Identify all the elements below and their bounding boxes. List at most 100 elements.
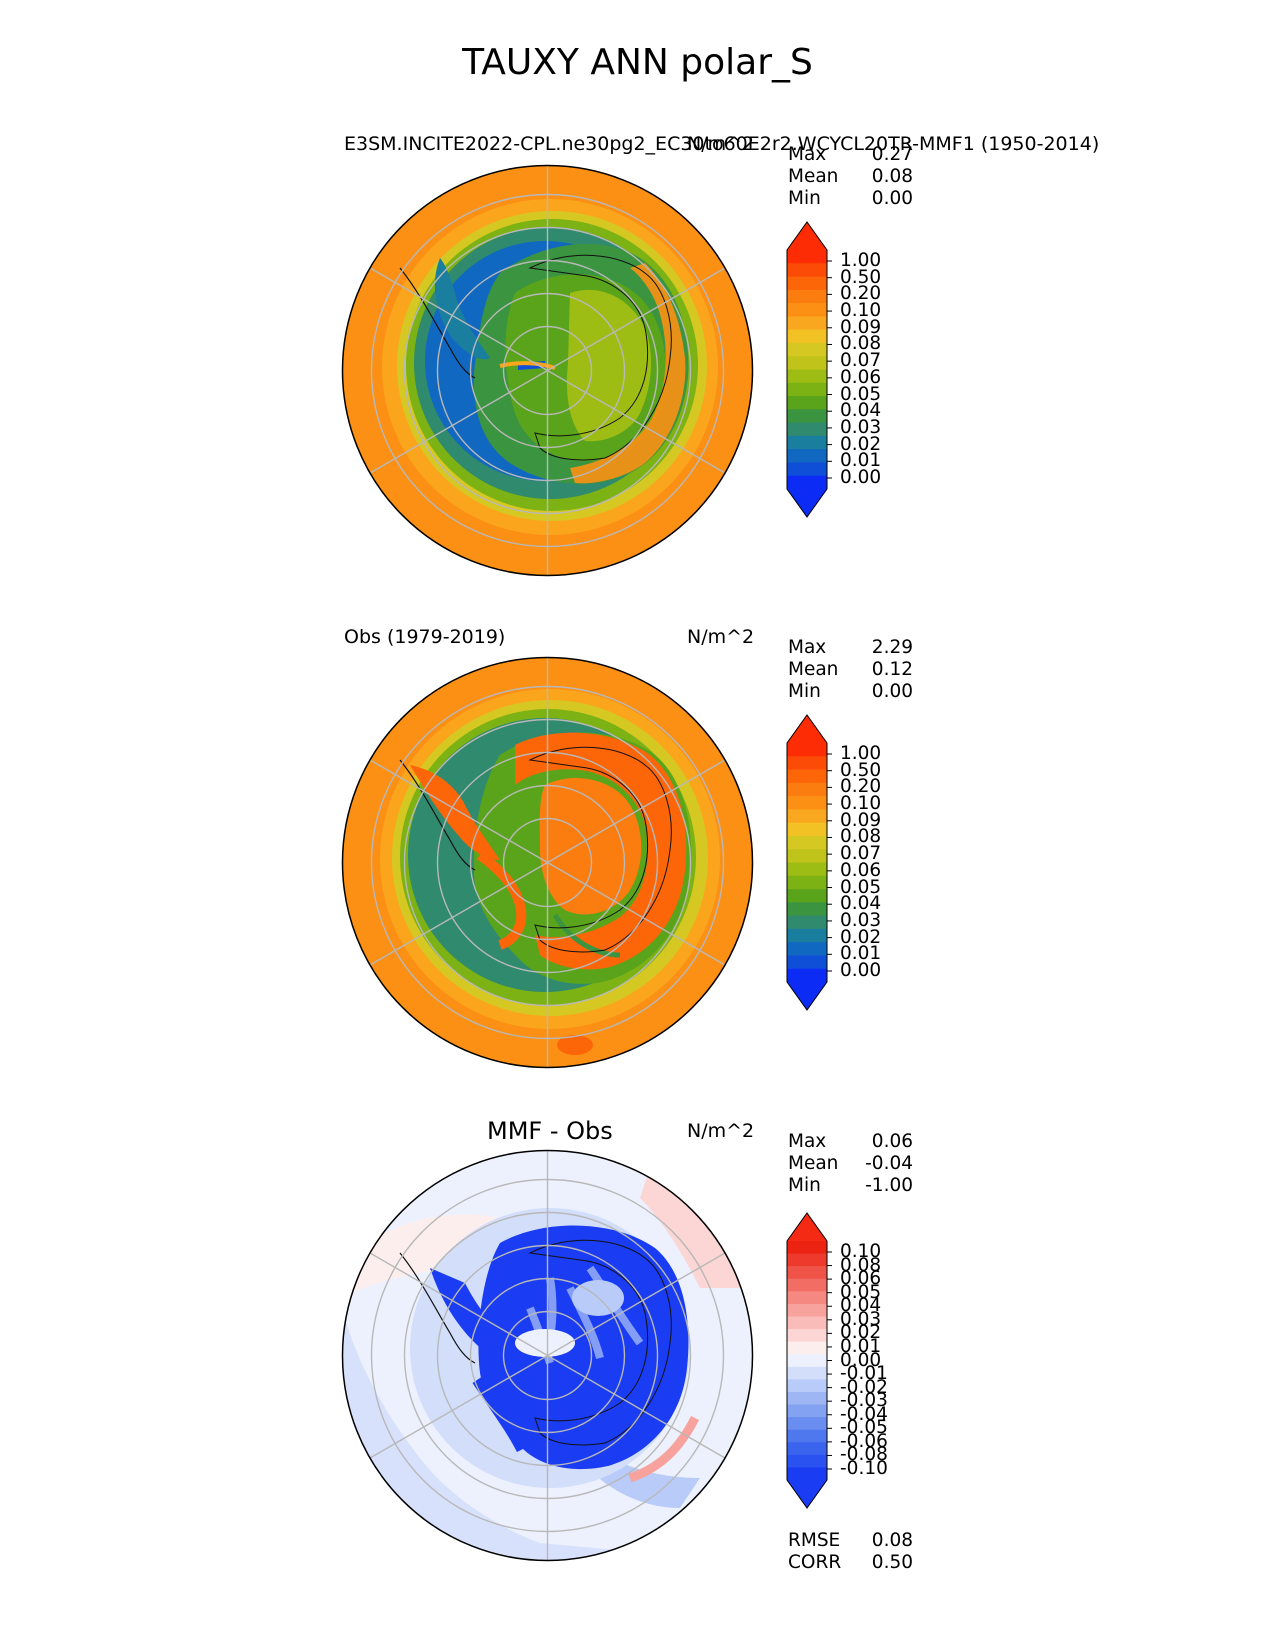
coastline [528,1239,672,1446]
graticule [369,657,726,1068]
colorbar-band [787,822,827,837]
colorbar-tick-label: 0.08 [840,333,882,355]
coastline [528,746,672,953]
panel-test-colorbar [786,221,832,518]
colorbar-tick-label: -0.03 [840,1390,888,1412]
colorbar-band [787,889,827,903]
stat-label: Max [788,144,827,165]
panel-test-title: E3SM.INCITE2022-CPL.ne30pg2_EC30to60E2r2… [344,133,1100,155]
colorbar-band [787,1454,827,1469]
stat-label: Mean [788,1153,839,1174]
colorbar-extend-low [787,489,827,517]
stat-value: 2.29 [871,637,913,658]
colorbar-extend-low [787,982,827,1010]
colorbar-tick-label: 0.00 [840,960,882,981]
stat-label: Mean [788,166,839,187]
colorbar-band [787,289,827,304]
colorbar-band [787,862,827,877]
colorbar-band [787,955,827,970]
colorbar-band [787,1354,827,1368]
stat-value: 0.06 [871,1131,913,1152]
colorbar-tick-label: 0.04 [840,400,882,422]
colorbar-band [787,316,827,331]
colorbar-band [787,1417,827,1431]
panel-ref-title: Obs (1979-2019) [344,626,506,648]
panel-test-stats: Max 0.27 Mean 0.08 Min 0.00 [788,144,913,210]
colorbar-tick-label: 0.03 [840,1308,882,1330]
coastline [399,1252,476,1364]
anomaly-patch [476,851,527,950]
colorbar-tick-label: 0.10 [840,793,882,815]
colorbar-tick-label: -0.05 [840,1417,888,1439]
stat-label: Max [788,1131,827,1152]
contour-band [342,1298,753,1561]
peninsula-band [430,1268,515,1360]
colorbar-band [787,329,827,344]
panel-ref-colorbar-ticks: 1.00 0.50 0.20 0.10 0.09 0.08 0.07 0.06 0.05 0.04… [840,0,900,1650]
anomaly-patch [472,1373,534,1453]
graticule [369,1150,726,1561]
colorbar-extend-low [787,1480,827,1508]
colorbar-outline [786,1212,828,1509]
colorbar-band [787,1241,827,1255]
colorbar-tick-label: 0.01 [840,450,882,472]
colorbar-tick-label: 1.00 [840,250,882,271]
coastline [528,254,672,461]
anomaly-patch [628,1415,700,1483]
colorbar-band [787,475,827,490]
map-boundary [341,656,754,1069]
colorbar-tick-label: 0.01 [840,943,882,965]
colorbar-tick-label: 0.10 [840,300,882,322]
stat-value: 0.50 [871,1552,913,1573]
colorbar-band [787,1316,827,1330]
colorbar-tick-label: 0.09 [840,316,882,338]
antarctica-region [478,1225,689,1470]
stat-label: Min [788,681,821,702]
colorbar-band [787,263,827,278]
colorbar-tick-label: -0.08 [840,1444,888,1466]
colorbar-tick-label: 0.10 [840,1241,882,1262]
colorbar-extend-high [787,1213,827,1241]
colorbar-tick-label: 0.08 [840,1254,882,1276]
colorbar-band [787,849,827,864]
colorbar-tick-label: 0.07 [840,350,882,372]
colorbar-band [787,875,827,890]
colorbar-tick-label: 0.05 [840,383,882,405]
figure-title: TAUXY ANN polar_S [462,42,813,83]
colorbar-tick-label: 0.00 [840,467,882,488]
colorbar-tick-label: 0.20 [840,776,882,798]
colorbar-outline [786,221,828,518]
colorbar-tick-label: -0.02 [840,1376,888,1398]
colorbar-band [787,369,827,384]
colorbar-tick-label: -0.01 [840,1363,888,1385]
peninsula-band [410,765,500,860]
colorbar-band [787,928,827,943]
colorbar-band [787,902,827,917]
anomaly-patch [515,1329,575,1357]
colorbar-band [787,743,827,757]
stat-value: -1.00 [865,1175,913,1196]
colorbar-band [787,382,827,397]
colorbar-tick-label: 0.20 [840,283,882,305]
coastal-band [515,732,687,970]
colorbar-tick-label: -0.10 [840,1458,888,1479]
colorbar-tick-label: -0.06 [840,1430,888,1452]
colorbar-band [787,835,827,850]
colorbar-band [787,1253,827,1267]
stat-label: Max [788,637,827,658]
colorbar-tick-label: 0.01 [840,1335,882,1357]
colorbar-band [787,1429,827,1443]
colorbar-tick-label: 0.07 [840,843,882,865]
stat-value: 0.00 [871,188,913,209]
colorbar-band [787,782,827,797]
panel-diff-stats: Max 0.06 Mean -0.04 Min -1.00 [788,1131,913,1197]
colorbar-band [787,356,827,371]
colorbar-tick-label: 0.50 [840,266,882,288]
graticule [369,165,726,576]
map-boundary [341,1149,754,1562]
colorbar-extend-high [787,222,827,250]
colorbar-extend-high [787,715,827,743]
panel-ref-stats: Max 2.29 Mean 0.12 Min 0.00 [788,637,913,703]
colorbar-band [787,1442,827,1456]
panel-diff-colorbar [786,1212,832,1509]
